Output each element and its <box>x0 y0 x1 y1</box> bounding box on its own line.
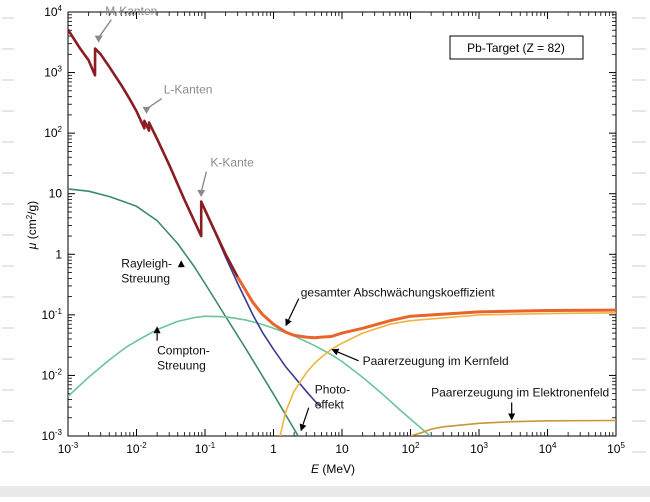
legend-box: Pb-Target (Z = 82) <box>450 36 583 59</box>
y-tick-label: 10-2 <box>42 367 63 382</box>
annotation-arrowhead <box>178 260 185 267</box>
annotation-m-kanten: M-Kanten <box>95 4 158 43</box>
x-tick-label: 10 <box>335 442 349 456</box>
bottom-scroll-strip <box>0 486 650 497</box>
y-axis-unit-post: /g) <box>25 201 39 215</box>
y-tick-label: 1 <box>55 247 62 261</box>
annotation-k-kante: K-Kante <box>197 156 254 197</box>
annotation-label: Photo-effekt <box>315 383 350 412</box>
x-tick-label: 10-2 <box>126 441 147 456</box>
annotation-arrowhead <box>154 326 161 333</box>
annotation-label: M-Kanten <box>105 4 157 18</box>
curve-compton-streuung <box>68 316 431 437</box>
annotation-arrow <box>289 299 299 320</box>
annotation-paarerzeugung-im-elektronenfeld: Paarerzeugung im Elektronenfeld <box>431 385 609 420</box>
annotation-label: Paarerzeugung im Kernfeld <box>363 354 509 368</box>
curve-gesamter-abschw-chungskoeffizient-low <box>68 30 238 277</box>
annotation-l-kanten: L-Kanten <box>143 83 213 114</box>
annotations: M-Kanten L-Kanten K-Kante Rayleigh-Streuung… <box>95 4 610 431</box>
y-tick-label: 10-3 <box>42 428 63 443</box>
annotation-arrowhead <box>300 424 307 432</box>
x-tick-label: 1 <box>270 442 277 456</box>
annotation-paarerzeugung-im-kernfeld: Paarerzeugung im Kernfeld <box>331 349 508 368</box>
y-axis-label: μ (cm2/g) <box>25 201 39 250</box>
annotation-arrowhead <box>95 36 103 43</box>
x-axis-unit: (MeV) <box>319 462 355 476</box>
annotation-label: gesamter Abschwächungskoeffizient <box>301 286 496 300</box>
annotation-arrowhead <box>508 414 515 421</box>
y-tick-label: 104 <box>44 4 62 19</box>
axis-ticks <box>68 12 616 436</box>
x-axis-label: E (MeV) <box>311 462 355 476</box>
y-axis-unit-pre: (cm <box>25 219 39 242</box>
annotation-arrowhead <box>197 190 205 197</box>
y-tick-label: 102 <box>44 125 62 140</box>
plot-frame <box>68 12 616 436</box>
annotation-label: Paarerzeugung im Elektronenfeld <box>431 385 609 399</box>
annotation-arrow <box>303 408 309 425</box>
y-tick-label: 10 <box>49 187 63 201</box>
annotation-rayleigh-streuung: Rayleigh-Streuung <box>121 257 184 286</box>
x-tick-label: 10-1 <box>195 441 216 456</box>
annotation-label: L-Kanten <box>164 83 213 97</box>
curve-paarerzeugung-im-kernfeld <box>280 313 616 436</box>
annotation-label: K-Kante <box>210 156 254 170</box>
annotation-arrow <box>201 172 206 192</box>
annotation-arrow <box>99 20 112 38</box>
legend-box-label: Pb-Target (Z = 82) <box>467 41 565 55</box>
annotation-label: Rayleigh-Streuung <box>121 257 172 286</box>
x-tick-label: 10-3 <box>58 441 79 456</box>
annotation-label: Compton-Streuung <box>157 344 210 373</box>
annotation-photoeffekt: Photo-effekt <box>300 383 350 432</box>
annotation-compton-streuung: Compton-Streuung <box>154 326 210 372</box>
curve-paarerzeugung-im-elektronenfeld <box>411 421 617 437</box>
y-tick-label: 10-1 <box>42 307 63 322</box>
annotation-arrowhead <box>143 107 151 114</box>
x-tick-label: 102 <box>402 441 420 456</box>
annotation-arrow <box>338 352 359 361</box>
x-tick-label: 105 <box>607 441 625 456</box>
x-tick-label: 104 <box>539 441 557 456</box>
x-tick-label: 103 <box>470 441 488 456</box>
y-tick-label: 103 <box>44 65 62 80</box>
